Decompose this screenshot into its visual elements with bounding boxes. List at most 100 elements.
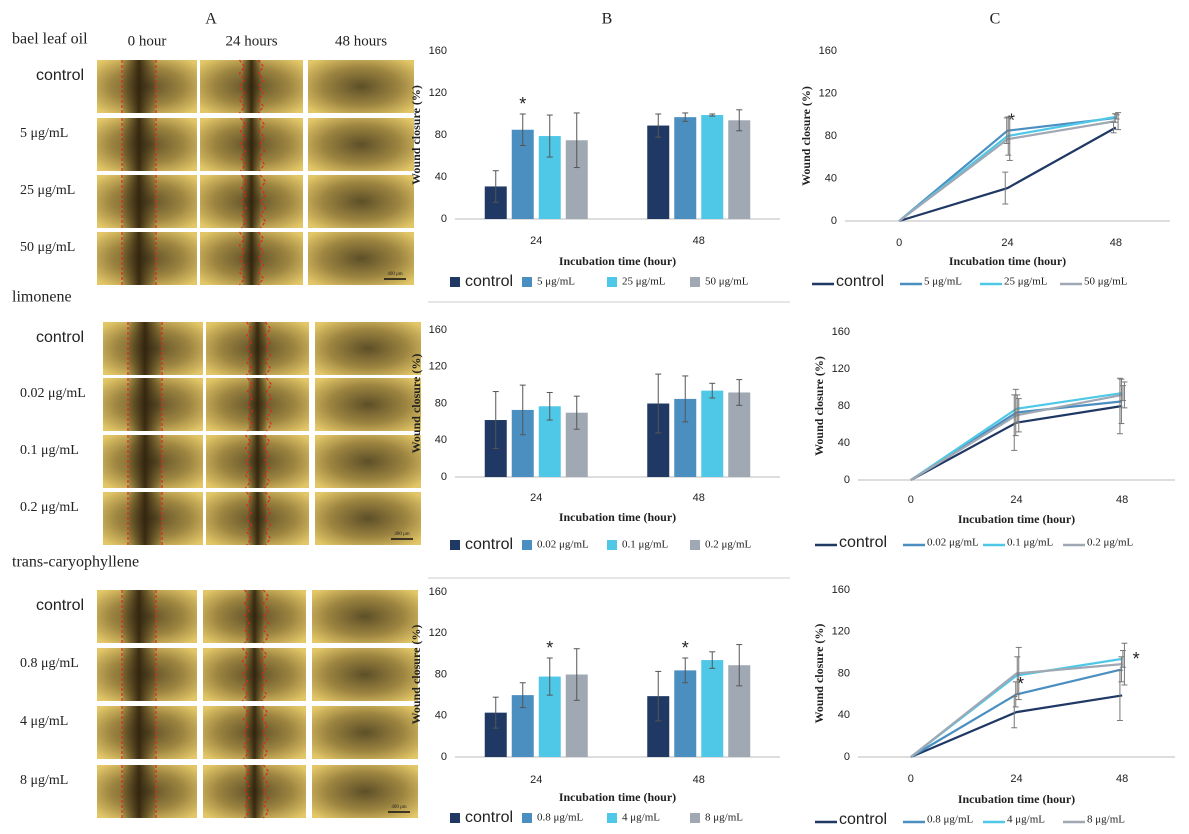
line: [910, 391, 1123, 481]
legend-label: 0.1 μg/mL: [622, 539, 669, 551]
error-bar: [573, 395, 580, 430]
bar: [538, 136, 561, 219]
y-tick-label: 0: [441, 213, 447, 225]
wound-edge: [245, 321, 253, 376]
wound-gap: [129, 378, 161, 431]
line: [898, 116, 1116, 222]
error-bar: [736, 379, 743, 406]
error-bar: [573, 648, 580, 701]
wound-edge: [239, 117, 247, 172]
x-tick-label: 48: [693, 774, 705, 786]
row-label: 50 μg/mL: [20, 240, 75, 255]
line: [898, 115, 1117, 222]
y-tick-label: 80: [435, 129, 447, 141]
micrograph: [315, 322, 421, 375]
bar: [728, 665, 751, 757]
error-bar: [736, 109, 743, 132]
wound-gap: [245, 648, 264, 701]
error-bar: [709, 382, 716, 399]
legend-label: 0.02 μg/mL: [537, 539, 589, 551]
error-bar: [1118, 378, 1125, 425]
legend-label: 5 μg/mL: [924, 276, 962, 288]
error-bar: [1115, 112, 1122, 131]
legend-swatch: [522, 540, 532, 550]
bar: [484, 712, 507, 757]
wound-gap: [242, 232, 261, 285]
significance-mark: *: [546, 638, 553, 658]
column-header: 24 hours: [225, 33, 277, 49]
error-bar: [519, 384, 526, 436]
y-tick-label: 40: [435, 171, 447, 183]
legend-label: 0.2 μg/mL: [705, 539, 752, 551]
micrograph: [312, 765, 418, 818]
significance-mark: *: [682, 638, 689, 658]
row-label: control: [36, 597, 84, 614]
wound-gap: [245, 765, 264, 818]
x-tick-label: 24: [1010, 773, 1022, 785]
error-bar: [1121, 642, 1128, 686]
error-bar: [573, 112, 580, 169]
wound-gap: [245, 590, 264, 643]
row-label: control: [36, 67, 84, 84]
legend-label: control: [465, 536, 513, 553]
y-tick-label: 0: [441, 471, 447, 483]
error-bar: [682, 375, 689, 423]
x-tick-label: 48: [1116, 773, 1128, 785]
legend-swatch: [607, 813, 617, 823]
significance-mark: *: [1008, 110, 1015, 130]
y-tick-label: 120: [429, 87, 447, 99]
y-tick-label: 120: [429, 627, 447, 639]
x-tick-label: 24: [530, 235, 542, 247]
x-tick-label: 24: [1001, 237, 1013, 249]
y-tick-label: 160: [429, 324, 447, 336]
panel-label: C: [990, 11, 1001, 28]
legend-label: control: [839, 534, 887, 551]
bar: [511, 409, 534, 477]
legend-swatch: [450, 813, 460, 823]
error-bar: [655, 670, 662, 722]
bar: [511, 695, 534, 757]
y-tick-label: 80: [435, 668, 447, 680]
legend-label: control: [839, 811, 887, 828]
wound-gap: [123, 648, 155, 701]
wound-edge: [262, 764, 270, 819]
wound-gap: [123, 765, 155, 818]
wound-edge: [258, 117, 266, 172]
micrograph: [312, 648, 418, 701]
bar: [701, 115, 724, 219]
legend-label: control: [465, 809, 513, 826]
x-tick-label: 24: [1010, 494, 1022, 506]
wound-gap: [123, 118, 155, 171]
wound-edge: [238, 59, 246, 114]
legend-label: 50 μg/mL: [705, 276, 749, 288]
legend-label: control: [836, 273, 884, 290]
error-bar: [546, 391, 553, 421]
wound-gap: [245, 706, 264, 759]
legend-label: 25 μg/mL: [1004, 276, 1048, 288]
line: [910, 694, 1123, 759]
legend-label: control: [465, 273, 513, 290]
bar: [728, 392, 751, 477]
micrograph: [312, 706, 418, 759]
legend-swatch: [607, 540, 617, 550]
wound-edge: [238, 231, 246, 286]
row-label: 25 μg/mL: [20, 183, 75, 198]
significance-mark: *: [519, 94, 526, 114]
legend-swatch: [450, 540, 460, 550]
x-axis-label: Incubation time (hour): [559, 510, 676, 524]
wound-edge: [257, 59, 265, 114]
wound-edge: [243, 764, 251, 819]
error-bar: [1006, 117, 1013, 161]
y-tick-label: 0: [441, 751, 447, 763]
wound-gap: [242, 60, 261, 113]
error-bar: [655, 373, 662, 434]
wound-gap: [123, 60, 155, 113]
wound-edge: [264, 321, 272, 376]
legend-label: 50 μg/mL: [1084, 276, 1128, 288]
x-tick-label: 0: [908, 494, 914, 506]
column-header: 0 hour: [128, 33, 167, 49]
bar: [674, 398, 697, 477]
error-bar: [519, 682, 526, 708]
error-bar: [492, 170, 499, 203]
